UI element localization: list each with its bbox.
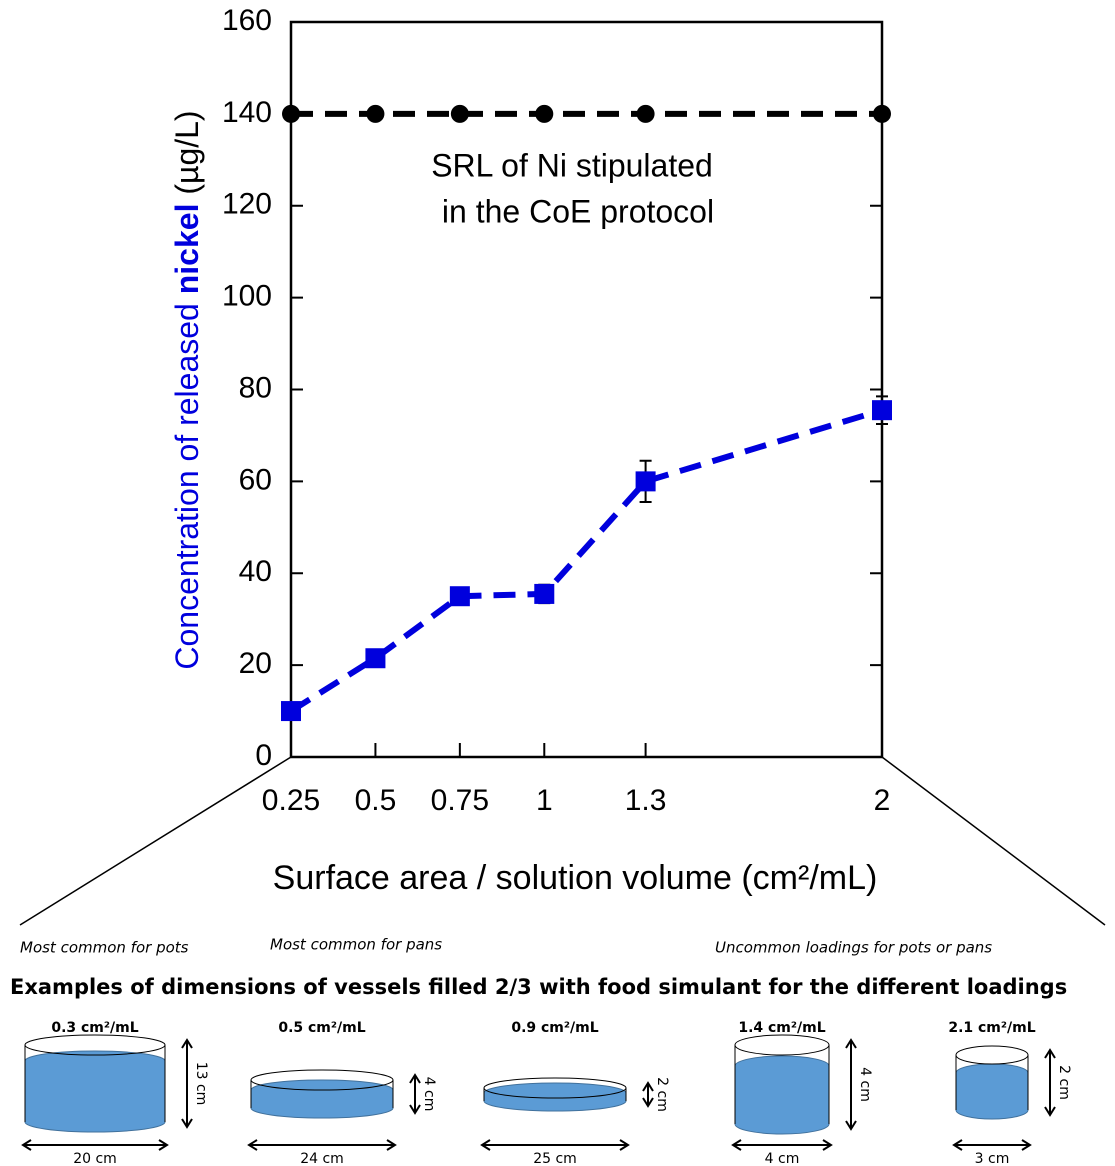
x-axis-label: Surface area / solution volume (cm²/mL) (273, 859, 878, 897)
point (449, 586, 470, 607)
point (366, 104, 385, 123)
vessel-outline (250, 1080, 394, 1108)
height-arrow (1044, 1048, 1056, 1117)
x-tick-label: 0.5 (355, 784, 397, 817)
annotation: SRL of Ni stipulated (431, 147, 713, 183)
height-arrow (181, 1038, 193, 1129)
height-label: 2 cm (654, 1077, 670, 1112)
loading-label: 2.1 cm²/mL (948, 1020, 1035, 1036)
loading-label: 0.9 cm²/mL (511, 1020, 598, 1036)
height-arrow (642, 1081, 654, 1108)
vessel-rim (955, 1045, 1029, 1065)
loading-label: 0.3 cm²/mL (51, 1020, 138, 1036)
width-arrow (21, 1139, 169, 1151)
point (450, 104, 469, 123)
width-arrow (247, 1139, 397, 1151)
y-tick-label: 160 (222, 4, 272, 37)
heading: Examples of dimensions of vessels filled… (10, 975, 1067, 999)
width-label: 24 cm (300, 1151, 344, 1166)
point (873, 104, 891, 123)
width-label: 4 cm (765, 1151, 800, 1166)
y-tick-label: 120 (222, 188, 272, 221)
note: Uncommon loadings for pots or pans (715, 939, 992, 957)
width-arrow (952, 1139, 1032, 1151)
point (636, 104, 655, 123)
water (483, 1082, 627, 1112)
loading-label: 0.5 cm²/mL (278, 1020, 365, 1036)
vessel-rim (250, 1069, 394, 1091)
y-tick-label: 100 (222, 280, 272, 313)
y-tick-label: 60 (239, 463, 272, 496)
point (535, 104, 554, 123)
y-label-part: (µg/L) (169, 110, 205, 203)
water (24, 1050, 166, 1133)
water (955, 1063, 1029, 1120)
width-label: 25 cm (533, 1151, 577, 1166)
width-label: 20 cm (73, 1151, 117, 1166)
vessel-rim (483, 1077, 627, 1099)
height-label: 4 cm (857, 1067, 873, 1102)
y-tick-label: 0 (255, 739, 272, 772)
point (282, 104, 300, 123)
width-arrow (480, 1139, 630, 1151)
water (250, 1079, 394, 1119)
point (872, 400, 892, 421)
y-tick-label: 40 (239, 555, 272, 588)
vessel-rim (734, 1034, 830, 1056)
vessel-outline (483, 1088, 627, 1101)
x-tick-label: 1 (536, 784, 553, 817)
loading-label: 1.4 cm²/mL (738, 1020, 825, 1036)
water (734, 1055, 830, 1135)
x-tick-label: 2 (874, 784, 891, 817)
height-arrow (409, 1073, 421, 1115)
series-line (289, 407, 883, 714)
height-label: 2 cm (1056, 1065, 1072, 1100)
x-tick-label: 1.3 (625, 784, 667, 817)
point (635, 471, 656, 492)
y-label-part: Concentration of released (169, 294, 205, 669)
vessel-outline (24, 1045, 166, 1122)
y-tick-label: 80 (239, 371, 272, 404)
plot-frame (289, 20, 884, 759)
vessel-panel: Most common for pots Most common for pan… (10, 936, 1072, 1166)
point (534, 583, 555, 604)
width-arrow (731, 1139, 833, 1151)
annotation: in the CoE protocol (442, 193, 714, 229)
y-label-part: nickel (169, 204, 205, 295)
point (281, 701, 301, 722)
point (365, 648, 386, 669)
height-arrow (845, 1038, 857, 1131)
note: Most common for pots (20, 939, 189, 957)
vessel-outline (955, 1055, 1029, 1110)
zoom-line (19, 756, 292, 926)
vessel-rim (24, 1034, 166, 1056)
note: Most common for pans (270, 936, 442, 954)
height-label: 4 cm (421, 1077, 437, 1112)
x-tick-label: 0.25 (262, 784, 320, 817)
y-tick-label: 140 (222, 96, 272, 129)
width-label: 3 cm (975, 1151, 1010, 1166)
x-tick-label: 0.75 (431, 784, 489, 817)
y-axis-label: Concentration of released nickel (µg/L) (169, 110, 205, 669)
height-label: 13 cm (193, 1062, 209, 1106)
y-tick-label: 20 (239, 647, 272, 680)
vessel-outline (734, 1045, 830, 1124)
zoom-line (881, 756, 1106, 926)
